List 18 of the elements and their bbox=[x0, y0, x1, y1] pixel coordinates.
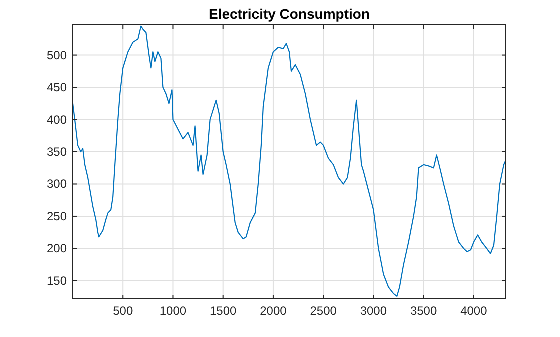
y-tick-label: 200 bbox=[46, 242, 68, 256]
x-tick-label: 2500 bbox=[310, 304, 338, 318]
chart-title: Electricity Consumption bbox=[208, 6, 370, 22]
x-tick-label: 3000 bbox=[360, 304, 388, 318]
y-tick-label: 400 bbox=[46, 112, 68, 127]
y-tick-label: 450 bbox=[46, 80, 68, 95]
y-tick-label: 350 bbox=[46, 145, 68, 160]
y-tick-label: 250 bbox=[46, 209, 68, 224]
x-tick-label: 4000 bbox=[460, 304, 488, 318]
y-tick-label: 150 bbox=[46, 274, 68, 288]
x-tick-label: 1500 bbox=[210, 304, 238, 318]
x-tick-label: 1000 bbox=[160, 304, 187, 318]
line-series bbox=[72, 26, 507, 297]
x-tick-label: 3500 bbox=[410, 304, 438, 318]
x-tick-label: 500 bbox=[113, 304, 134, 318]
y-tick-label: 500 bbox=[46, 48, 68, 62]
x-tick-label: 2000 bbox=[260, 304, 288, 318]
y-tick-label: 300 bbox=[46, 177, 68, 192]
